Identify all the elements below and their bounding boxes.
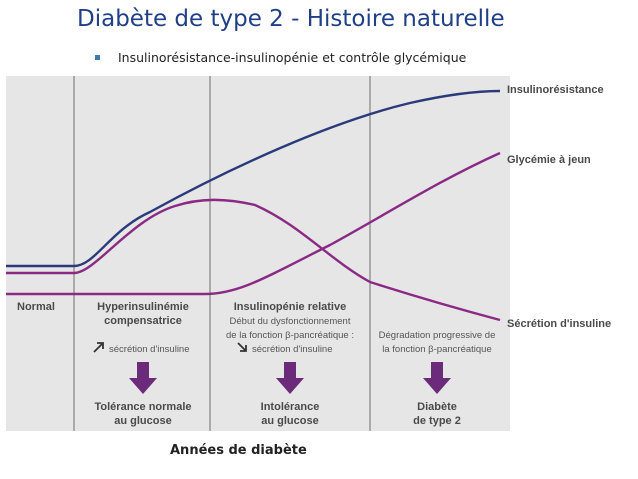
insulin-resistance-curve: [6, 89, 501, 268]
outcome-intolerance-line2: au glucose: [261, 415, 318, 427]
outcome-diabetes-line2: de type 2: [413, 415, 461, 427]
stage-title-insulinopenia: Insulinopénie relative: [234, 301, 346, 313]
stage-dividers: [73, 76, 371, 431]
curve-label-fasting-glycemia: Glycémie à jeun: [507, 154, 591, 166]
decrease-arrow-icon: [237, 342, 247, 352]
increase-arrow-icon: [93, 342, 104, 353]
insulin-secretion-curve: [6, 198, 501, 322]
outcome-intolerance: Intolérance: [261, 401, 320, 413]
slide-title: Diabète de type 2 - Histoire naturelle: [77, 6, 505, 32]
stage-note-insulinopenia-3: sécrétion d'insuline: [252, 344, 333, 355]
outcome-normal-tolerance-line2: au glucose: [114, 415, 171, 427]
diagram-panel: [6, 76, 510, 431]
bullet-icon: [95, 55, 100, 60]
fasting-glycemia-curve: [6, 151, 501, 296]
stage-note-insulinopenia-2: de la fonction β-pancréatique :: [226, 330, 354, 341]
down-arrow-icon: [276, 362, 304, 394]
stage-title-hyperinsulinemia-line2: compensatrice: [104, 315, 182, 327]
curve-label-insulin-resistance: Insulinorésistance: [507, 84, 604, 96]
stage-note-insulinopenia-1: Début du dysfonctionnement: [230, 316, 351, 327]
down-arrow-icon: [423, 362, 451, 394]
stage-title-hyperinsulinemia: Hyperinsulinémie: [97, 301, 189, 313]
stage-note-degradation-1: Dégradation progressive de: [379, 330, 496, 341]
stage-note-hyperinsulinemia: sécrétion d'insuline: [109, 344, 190, 355]
x-axis-caption: Années de diabète: [170, 443, 307, 458]
subtitle: Insulinorésistance-insulinopénie et cont…: [118, 50, 467, 65]
subtitle-row: Insulinorésistance-insulinopénie et cont…: [95, 50, 466, 65]
down-arrow-icon: [129, 362, 157, 394]
stage-note-degradation-2: la fonction β-pancréatique: [382, 344, 492, 355]
outcome-normal-tolerance: Tolérance normale: [95, 401, 192, 413]
curve-label-insulin-secretion: Sécrétion d'insuline: [507, 318, 611, 330]
outcome-diabetes: Diabète: [417, 401, 457, 413]
stage-title-normal: Normal: [17, 301, 55, 313]
